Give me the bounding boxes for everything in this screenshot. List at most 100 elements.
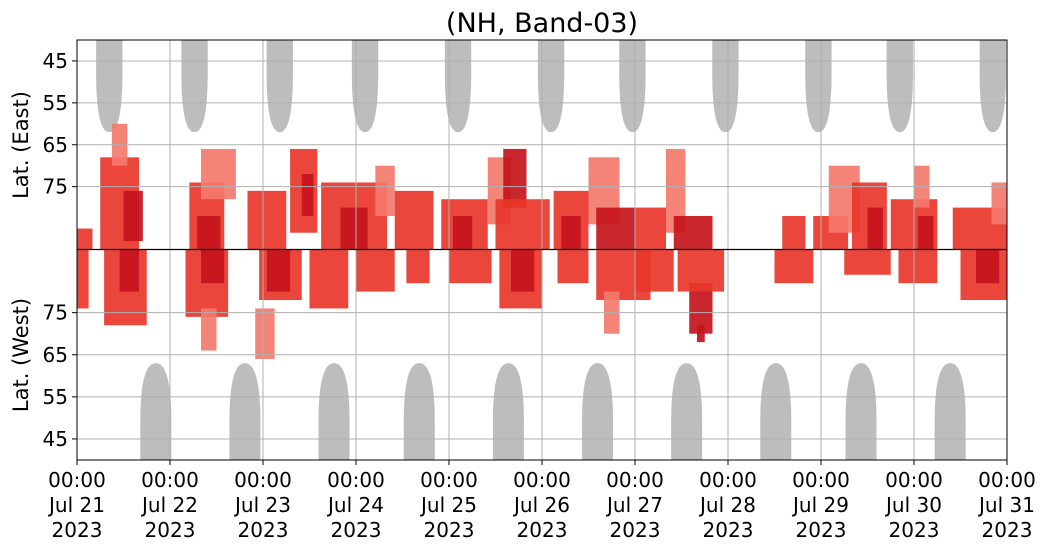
activity-patch-strong xyxy=(673,215,713,250)
x-tick-date: Jul 27 xyxy=(605,493,663,517)
night-region-west xyxy=(229,363,261,460)
activity-patch-medium xyxy=(635,249,674,292)
activity-patch-strong xyxy=(340,207,368,250)
activity-patch-strong xyxy=(689,283,713,334)
x-tick-time: 00:00 xyxy=(978,468,1036,492)
x-tick-time: 00:00 xyxy=(792,468,850,492)
x-tick-time: 00:00 xyxy=(234,468,292,492)
plot-area xyxy=(77,40,1007,460)
activity-patch-medium xyxy=(77,249,89,309)
activity-patch-strong xyxy=(266,249,291,292)
activity-patch-strong xyxy=(197,215,221,250)
activity-patch-medium xyxy=(406,249,430,284)
night-region-east xyxy=(351,40,379,133)
night-region-west xyxy=(582,363,614,460)
y-tick-label-west: 55 xyxy=(43,385,68,409)
y-tick-label-west: 65 xyxy=(43,343,68,367)
y-axis-label-east: Lat. (East) xyxy=(9,91,33,199)
activity-patch-light xyxy=(666,148,686,233)
activity-patch-medium xyxy=(635,207,666,250)
x-tick-date: Jul 22 xyxy=(140,493,198,517)
activity-patch-strong xyxy=(561,215,581,250)
night-region-west xyxy=(403,363,435,460)
activity-patch-light xyxy=(255,308,275,359)
x-tick-time: 00:00 xyxy=(327,468,385,492)
grid-layer xyxy=(77,40,1007,460)
night-region-east xyxy=(266,40,293,133)
x-tick-date: Jul 25 xyxy=(419,493,477,517)
night-region-east xyxy=(619,40,646,133)
activity-patch-strong xyxy=(452,215,473,250)
night-region-west xyxy=(845,363,877,460)
x-tick-date: Jul 29 xyxy=(791,493,849,517)
night-region-west xyxy=(760,363,792,460)
x-tick-year: 2023 xyxy=(889,518,940,542)
activity-patch-medium xyxy=(844,249,891,275)
activity-patch-medium xyxy=(677,249,725,292)
night-region-west xyxy=(671,363,703,460)
x-tick-year: 2023 xyxy=(610,518,661,542)
activity-patch-light xyxy=(201,308,217,351)
x-tick-date: Jul 31 xyxy=(977,493,1035,517)
chart-title: (NH, Band-03) xyxy=(446,8,638,39)
night-region-west xyxy=(140,363,172,460)
x-tick-date: Jul 26 xyxy=(512,493,570,517)
x-tick-date: Jul 24 xyxy=(326,493,384,517)
activity-patch-light xyxy=(991,182,1007,225)
x-tick-time: 00:00 xyxy=(48,468,106,492)
night-region-east xyxy=(805,40,832,133)
activity-patch-medium xyxy=(394,190,434,250)
activity-patch-medium xyxy=(356,249,395,292)
night-region-east xyxy=(96,40,123,133)
x-tick-year: 2023 xyxy=(982,518,1033,542)
x-tick-time: 00:00 xyxy=(885,468,943,492)
activity-patch-strong xyxy=(976,249,1000,284)
activity-patch-strong xyxy=(119,249,139,292)
night-region-west xyxy=(492,363,524,460)
y-axis-label-west: Lat. (West) xyxy=(9,298,33,412)
activity-patch-light xyxy=(375,165,395,216)
x-tick-year: 2023 xyxy=(145,518,196,542)
x-tick-year: 2023 xyxy=(331,518,382,542)
y-tick-label-east: 45 xyxy=(43,49,68,73)
activity-patch-strong xyxy=(917,215,934,250)
x-tick-date: Jul 23 xyxy=(233,493,291,517)
x-tick-year: 2023 xyxy=(238,518,289,542)
activity-patch-medium xyxy=(449,249,492,284)
activity-patch-medium xyxy=(247,190,287,250)
night-region-east xyxy=(886,40,913,133)
activity-patch-medium xyxy=(495,199,550,250)
activity-patch-strong xyxy=(867,207,883,250)
activity-patch-strong xyxy=(201,249,225,284)
x-tick-year: 2023 xyxy=(703,518,754,542)
activity-patch-strong xyxy=(123,190,143,242)
activity-patch-medium xyxy=(782,215,806,250)
x-tick-time: 00:00 xyxy=(513,468,571,492)
y-tick-label-east: 75 xyxy=(43,175,68,199)
y-tick-label-west: 45 xyxy=(43,427,68,451)
x-tick-time: 00:00 xyxy=(606,468,664,492)
night-region-west xyxy=(934,363,966,460)
activity-layer xyxy=(77,123,1007,359)
activity-patch-strong xyxy=(697,325,705,343)
y-tick-label-east: 65 xyxy=(43,133,68,157)
activity-patch-light xyxy=(201,148,236,200)
x-tick-date: Jul 21 xyxy=(47,493,105,517)
night-region-east xyxy=(979,40,1006,133)
night-region-west xyxy=(318,363,350,460)
x-tick-year: 2023 xyxy=(424,518,475,542)
activity-patch-strong xyxy=(596,207,635,250)
x-tick-time: 00:00 xyxy=(699,468,757,492)
y-tick-label-east: 55 xyxy=(43,91,68,115)
x-tick-time: 00:00 xyxy=(420,468,478,492)
night-region-east xyxy=(444,40,472,133)
night-layer xyxy=(96,40,1006,460)
x-tick-time: 00:00 xyxy=(141,468,199,492)
x-tick-year: 2023 xyxy=(517,518,568,542)
x-tick-year: 2023 xyxy=(52,518,103,542)
activity-patch-medium xyxy=(774,249,814,284)
x-tick-year: 2023 xyxy=(796,518,847,542)
activity-patch-medium xyxy=(898,249,938,284)
